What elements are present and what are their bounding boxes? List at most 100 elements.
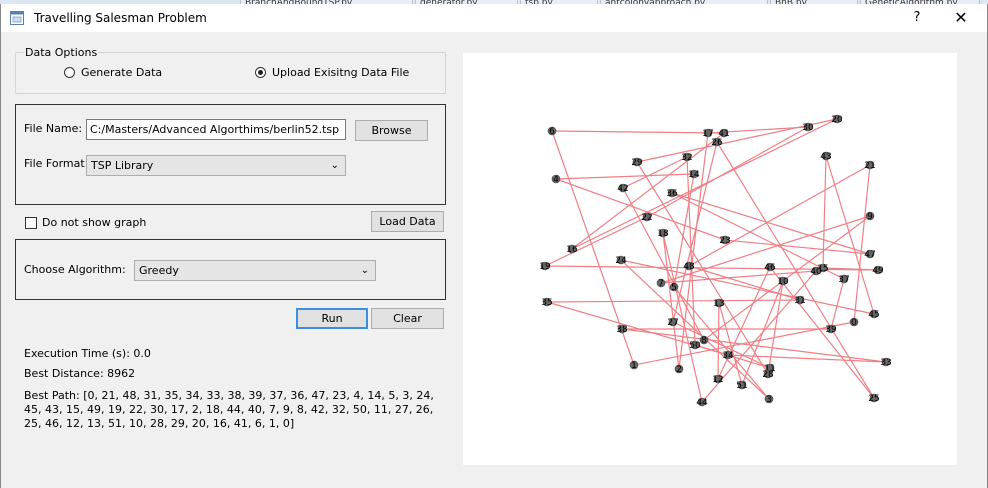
tour-graph-svg: 01 23456789101112131415161718192021222324…	[539, 114, 892, 408]
help-button[interactable]: ?	[913, 10, 921, 25]
title-bar: Travelling Salesman Problem ? ✕	[1, 4, 987, 32]
tour-edge	[636, 118, 838, 163]
city-node-label: 43	[820, 152, 831, 162]
city-node	[719, 128, 729, 138]
close-button[interactable]: ✕	[954, 8, 968, 27]
algorithm-value: Greedy	[139, 264, 179, 277]
tour-edge	[546, 299, 801, 303]
tour-edge	[660, 215, 871, 284]
tour-edge	[767, 280, 784, 375]
city-node-label: 36	[666, 189, 678, 199]
city-node-label: 15	[817, 264, 828, 274]
city-node	[778, 276, 788, 286]
city-node-label: 25	[868, 394, 879, 404]
city-node-label: 46	[764, 263, 776, 273]
choose-algorithm-label: Choose Algorithm:	[24, 263, 126, 276]
tour-edge	[671, 192, 871, 255]
do-not-show-graph-checkbox[interactable]: Do not show graph	[25, 216, 146, 229]
tour-edge	[672, 141, 718, 323]
tour-edge	[646, 126, 809, 218]
city-node-label: 45	[868, 310, 879, 320]
tour-edge	[673, 286, 770, 400]
file-format-value: TSP Library	[91, 159, 154, 172]
upload-data-radio[interactable]: Upload Exisitng Data File	[255, 66, 409, 79]
algorithm-frame	[15, 239, 446, 300]
tour-edge	[825, 155, 875, 315]
tour-edge	[741, 280, 784, 386]
city-node	[763, 369, 773, 379]
city-node-label: 7	[658, 279, 664, 289]
city-node-label: 40	[810, 267, 822, 277]
city-node	[699, 335, 709, 345]
city-node-label: 23	[719, 236, 730, 246]
file-name-label: File Name:	[24, 122, 83, 135]
city-node	[764, 394, 774, 404]
city-node	[656, 278, 666, 288]
best-distance-text: Best Distance: 8962	[24, 367, 136, 380]
file-name-input[interactable]	[86, 119, 346, 140]
city-node-label: 20	[831, 115, 843, 125]
city-node	[712, 137, 722, 147]
tour-edge	[622, 156, 688, 189]
tour-edge	[571, 132, 725, 250]
city-node-label: 51	[736, 381, 747, 391]
city-node	[697, 397, 707, 407]
city-node-label: 48	[683, 262, 695, 272]
city-node	[737, 380, 747, 390]
city-node	[881, 357, 891, 367]
file-format-combo[interactable]: TSP Library ⌄	[86, 155, 346, 176]
city-node-label: 32	[681, 153, 692, 163]
generate-data-radio-dot[interactable]	[64, 67, 75, 78]
tour-edge	[622, 187, 705, 341]
checkbox-box[interactable]	[25, 216, 37, 229]
tour-edge	[660, 270, 817, 284]
tour-edge	[555, 178, 726, 241]
city-node-label: 28	[762, 370, 774, 380]
load-data-button[interactable]: Load Data	[371, 211, 444, 232]
tour-edge	[717, 266, 771, 380]
city-node	[826, 324, 836, 334]
browse-button[interactable]: Browse	[355, 120, 428, 141]
tour-edge	[662, 232, 703, 403]
city-node	[617, 324, 627, 334]
tour-edge	[716, 141, 875, 399]
city-node	[618, 183, 628, 193]
city-node	[689, 169, 699, 179]
city-node-label: 17	[702, 129, 713, 139]
tour-edge	[769, 266, 875, 399]
run-button[interactable]: Run	[296, 308, 368, 329]
city-node	[690, 340, 700, 350]
city-node	[642, 212, 652, 222]
do-not-show-graph-label: Do not show graph	[42, 216, 147, 229]
city-node	[803, 122, 813, 132]
city-node-label: 42	[617, 184, 628, 194]
city-node-label: 38	[616, 325, 628, 335]
city-node-label: 41	[718, 129, 729, 139]
clear-button[interactable]: Clear	[371, 308, 444, 329]
chevron-down-icon: ⌄	[360, 265, 369, 276]
upload-data-radio-dot[interactable]	[255, 67, 266, 78]
city-node	[674, 364, 684, 374]
city-node-label: 2	[676, 365, 682, 375]
city-node	[551, 174, 561, 184]
city-node-label: 31	[794, 296, 805, 306]
algorithm-combo[interactable]: Greedy ⌄	[134, 260, 376, 281]
tour-edge	[621, 328, 887, 363]
city-node	[682, 152, 692, 162]
city-node-label: 47	[864, 250, 875, 260]
city-node-label: 4	[553, 175, 559, 185]
generate-data-radio[interactable]: Generate Data	[64, 66, 162, 79]
city-node-label: 37	[838, 275, 849, 285]
main-window: Travelling Salesman Problem ? ✕ Data Opt…	[0, 4, 988, 488]
city-node-label: 34	[722, 351, 734, 361]
city-node	[821, 151, 831, 161]
city-node	[667, 188, 677, 198]
city-node-label: 50	[689, 341, 701, 351]
city-node-label: 26	[711, 138, 723, 148]
city-node	[795, 295, 805, 305]
city-node	[869, 309, 879, 319]
city-node-label: 27	[667, 318, 678, 328]
data-options-title: Data Options	[24, 46, 99, 59]
city-node-label: 18	[657, 229, 669, 239]
tour-edge	[830, 278, 845, 330]
